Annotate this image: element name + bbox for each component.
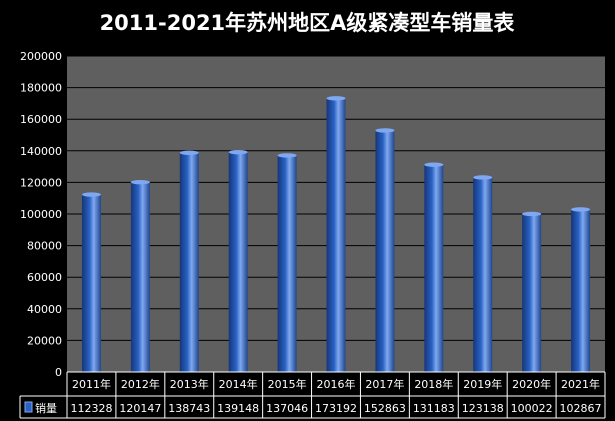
bar bbox=[375, 130, 395, 372]
y-tick-label: 120000 bbox=[20, 176, 62, 189]
series-name-label: 销量 bbox=[35, 401, 57, 415]
x-category-label: 2012年 bbox=[121, 377, 160, 391]
bar bbox=[228, 152, 248, 372]
data-table-value: 112328 bbox=[70, 402, 112, 415]
y-tick-label: 60000 bbox=[27, 271, 62, 284]
data-table-value: 139148 bbox=[217, 402, 259, 415]
x-category-label: 2021年 bbox=[561, 377, 600, 391]
x-category-label: 2014年 bbox=[219, 377, 258, 391]
data-table-value: 102867 bbox=[560, 402, 602, 415]
bar bbox=[81, 194, 101, 372]
bar-top bbox=[571, 207, 591, 212]
bar-top bbox=[473, 175, 493, 180]
y-axis-tick-labels: 0 20000 40000 60000 80000 100000 120000 140000 1… bbox=[20, 50, 62, 379]
data-table-value: 138743 bbox=[168, 402, 210, 415]
bar-top bbox=[375, 128, 395, 133]
bar bbox=[571, 209, 591, 372]
data-table-value: 173192 bbox=[315, 402, 357, 415]
bar-top bbox=[424, 162, 444, 167]
legend-swatch bbox=[24, 401, 33, 413]
x-category-label: 2016年 bbox=[317, 377, 356, 391]
bar-top bbox=[81, 192, 101, 197]
x-category-label: 2015年 bbox=[268, 377, 307, 391]
bar-top bbox=[522, 211, 542, 217]
bar-top bbox=[130, 179, 150, 185]
y-tick-label: 0 bbox=[55, 366, 62, 379]
x-category-label: 2018年 bbox=[414, 377, 453, 391]
y-tick-label: 180000 bbox=[20, 82, 62, 95]
x-category-label: 2017年 bbox=[365, 377, 404, 391]
y-tick-label: 20000 bbox=[27, 334, 62, 347]
bars bbox=[81, 96, 591, 373]
bar bbox=[473, 177, 493, 372]
data-table-value: 137046 bbox=[266, 402, 308, 415]
bar-top bbox=[228, 149, 248, 155]
data-table-value: 152863 bbox=[364, 402, 406, 415]
bar-top bbox=[179, 150, 199, 155]
bar-top bbox=[277, 153, 297, 158]
data-table-value: 120147 bbox=[119, 402, 161, 415]
chart-title: 2011-2021年苏州地区A级紧凑型车销量表 bbox=[100, 11, 516, 35]
x-category-label: 2011年 bbox=[72, 377, 111, 391]
y-tick-label: 140000 bbox=[20, 145, 62, 158]
bar bbox=[130, 182, 150, 372]
data-table-value: 131183 bbox=[413, 402, 455, 415]
y-tick-label: 40000 bbox=[27, 303, 62, 316]
y-tick-label: 80000 bbox=[27, 240, 62, 253]
x-category-label: 2013年 bbox=[170, 377, 209, 391]
bar bbox=[424, 164, 444, 372]
bar bbox=[179, 152, 199, 372]
y-tick-label: 200000 bbox=[20, 50, 62, 63]
bar-top bbox=[326, 96, 346, 101]
bar bbox=[522, 213, 542, 372]
data-table-value: 100022 bbox=[511, 402, 553, 415]
y-tick-label: 160000 bbox=[20, 113, 62, 126]
data-table: 2011年 2012年 2013年 2014年 2015年 2016年 2017年 2018年… bbox=[19, 371, 606, 419]
x-category-label: 2020年 bbox=[512, 377, 551, 391]
x-category-label: 2019年 bbox=[463, 377, 502, 391]
y-tick-label: 100000 bbox=[20, 208, 62, 221]
bar bbox=[326, 98, 346, 373]
data-table-value: 123138 bbox=[462, 402, 504, 415]
bar bbox=[277, 155, 297, 372]
